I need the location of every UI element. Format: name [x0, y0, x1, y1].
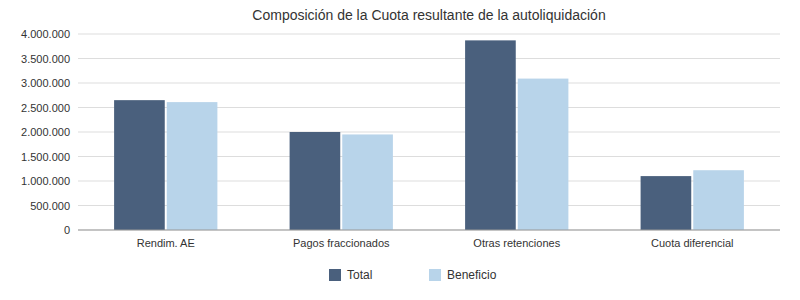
- x-axis: Rendim. AE Pagos fraccionados Otras retenc…: [137, 237, 734, 249]
- legend: Total Beneficio: [329, 268, 497, 282]
- title: Composición de la Cuota resultante de la…: [252, 7, 605, 23]
- y-tick-label: 2.500.000: [21, 102, 70, 114]
- bar: [518, 79, 569, 230]
- bar: [693, 170, 744, 230]
- grid-line: [78, 83, 780, 84]
- legend-label: Beneficio: [447, 268, 497, 282]
- y-tick-label: 2.000.000: [21, 126, 70, 138]
- series: [167, 79, 744, 230]
- x-tick-label: Pagos fraccionados: [293, 237, 390, 249]
- y-tick-label: 1.500.000: [21, 151, 70, 163]
- y-tick-label: 3.000.000: [21, 77, 70, 89]
- legend-swatch: [329, 269, 341, 281]
- bar: [167, 102, 218, 230]
- bar: [114, 100, 165, 230]
- grid: [78, 34, 780, 230]
- series: [114, 40, 691, 230]
- x-tick-label: Cuota diferencial: [651, 237, 734, 249]
- x-tick-label: Otras retenciones: [473, 237, 560, 249]
- y-tick-label: 500.000: [30, 200, 70, 212]
- bar: [290, 132, 341, 230]
- y-tick-label: 1.000.000: [21, 175, 70, 187]
- x-tick-label: Rendim. AE: [137, 237, 195, 249]
- legend-swatch: [429, 269, 441, 281]
- chart: Composición de la Cuota resultante de la…: [0, 0, 800, 300]
- bar: [641, 176, 692, 230]
- grid-line: [78, 230, 780, 231]
- y-tick-label: 4.000.000: [21, 28, 70, 40]
- grid-line: [78, 34, 780, 35]
- legend-label: Total: [347, 268, 372, 282]
- grid-line: [78, 58, 780, 59]
- y-tick-label: 3.500.000: [21, 53, 70, 65]
- y-tick-label: 0: [64, 224, 70, 236]
- bar: [342, 134, 393, 230]
- bars: [114, 40, 744, 230]
- x-axis-line: [78, 230, 780, 231]
- y-axis: 0 500.000 1.000.000 1.500.000 2.000.000 2.500…: [21, 28, 70, 236]
- chart-container: Composición de la Cuota resultante de la…: [0, 0, 800, 300]
- bar: [465, 40, 516, 230]
